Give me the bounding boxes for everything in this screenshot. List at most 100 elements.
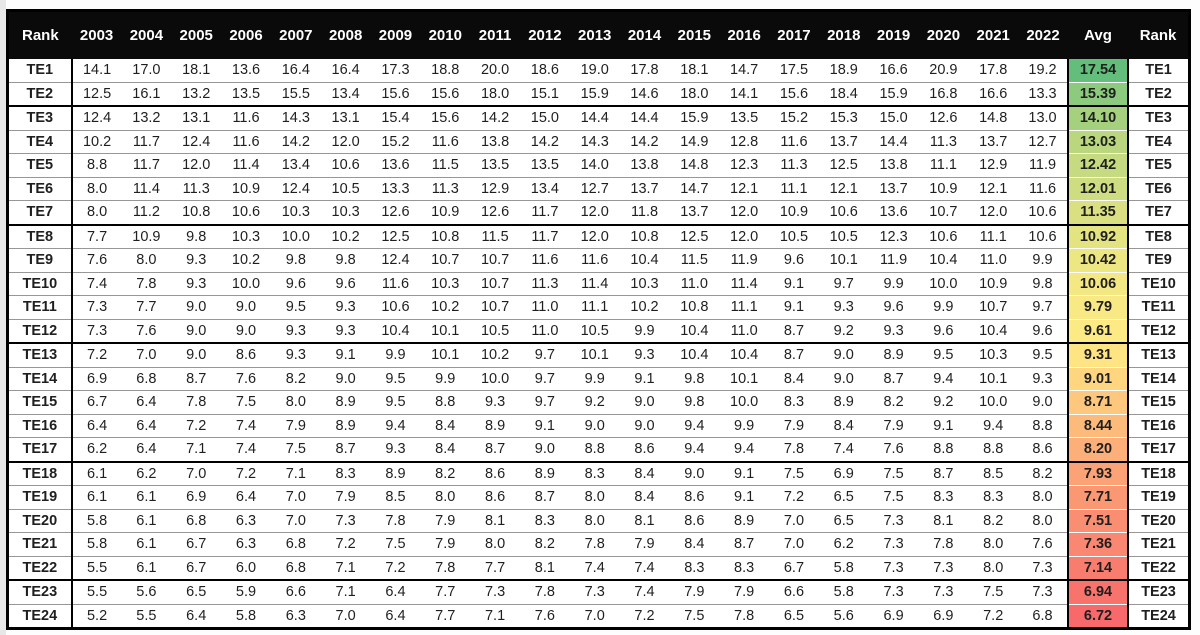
value-cell: 8.0 — [470, 532, 520, 556]
value-cell: 10.5 — [769, 223, 819, 249]
rank-label-left: TE14 — [7, 366, 73, 391]
value-cell: 6.4 — [71, 413, 122, 438]
value-cell: 15.3 — [818, 105, 869, 130]
header-year-2016: 2016 — [719, 10, 770, 59]
value-cell: 8.9 — [719, 508, 770, 533]
left-edge-strip — [0, 0, 6, 635]
value-cell: 10.2 — [320, 223, 371, 249]
value-cell: 14.4 — [619, 105, 670, 130]
value-cell: 6.8 — [171, 508, 222, 533]
value-cell: 7.3 — [918, 555, 969, 580]
header-year-2011: 2011 — [470, 10, 520, 59]
avg-cell: 9.31 — [1066, 342, 1130, 367]
value-cell: 11.8 — [619, 200, 670, 225]
value-cell: 12.1 — [968, 176, 1019, 201]
value-cell: 9.3 — [320, 318, 371, 343]
value-cell: 9.0 — [818, 342, 869, 367]
value-cell: 9.7 — [818, 271, 869, 296]
value-cell: 8.3 — [669, 555, 720, 580]
value-cell: 9.7 — [519, 390, 570, 414]
value-cell: 12.9 — [470, 176, 520, 201]
value-cell: 7.4 — [818, 437, 869, 462]
value-cell: 10.8 — [171, 200, 222, 225]
value-cell: 9.3 — [818, 295, 869, 319]
value-cell: 7.5 — [968, 579, 1019, 604]
header-year-2017: 2017 — [769, 10, 819, 59]
value-cell: 10.6 — [370, 295, 421, 319]
value-cell: 15.9 — [569, 81, 620, 106]
value-cell: 13.4 — [519, 176, 570, 201]
value-cell: 10.3 — [968, 342, 1019, 367]
value-cell: 7.2 — [171, 413, 222, 438]
value-cell: 8.2 — [968, 508, 1019, 533]
value-cell: 7.8 — [769, 437, 819, 462]
value-cell: 6.4 — [171, 603, 222, 629]
value-cell: 14.4 — [569, 105, 620, 130]
table-row: TE14 6.9 6.8 8.7 7.6 8.2 9.0 9.5 9.9 10.0 9.7 9.9 9.… — [7, 366, 1190, 391]
value-cell: 10.7 — [918, 200, 969, 225]
avg-cell: 8.71 — [1066, 390, 1130, 414]
value-cell: 11.1 — [719, 295, 770, 319]
value-cell: 15.1 — [519, 81, 570, 106]
value-cell: 9.3 — [270, 342, 321, 367]
avg-cell: 8.44 — [1066, 413, 1130, 438]
value-cell: 10.3 — [221, 223, 271, 249]
value-cell: 8.6 — [221, 342, 271, 367]
value-cell: 13.6 — [868, 200, 919, 225]
table-row: TE18 6.1 6.2 7.0 7.2 7.1 8.3 8.9 8.2 8.6 8.9 8.3 8.4… — [7, 460, 1190, 486]
value-cell: 7.7 — [121, 295, 172, 319]
value-cell: 18.6 — [519, 59, 570, 82]
value-cell: 12.5 — [370, 223, 421, 249]
value-cell: 9.0 — [569, 413, 620, 438]
value-cell: 16.6 — [868, 59, 919, 82]
table-row: TE22 5.5 6.1 6.7 6.0 6.8 7.1 7.2 7.8 7.7 8.1 7.4 7.4… — [7, 555, 1190, 580]
value-cell: 9.2 — [818, 318, 869, 343]
value-cell: 7.9 — [320, 485, 371, 509]
value-cell: 9.0 — [1018, 390, 1068, 414]
value-cell: 8.9 — [320, 413, 371, 438]
value-cell: 12.7 — [569, 176, 620, 201]
value-cell: 16.6 — [968, 81, 1019, 106]
value-cell: 12.6 — [370, 200, 421, 225]
value-cell: 6.2 — [121, 460, 172, 486]
value-cell: 18.1 — [669, 59, 720, 82]
header-year-2019: 2019 — [868, 10, 919, 59]
value-cell: 6.7 — [171, 555, 222, 580]
value-cell: 7.2 — [71, 342, 122, 367]
value-cell: 10.2 — [470, 342, 520, 367]
value-cell: 6.8 — [121, 366, 172, 391]
value-cell: 6.5 — [171, 579, 222, 604]
value-cell: 7.1 — [320, 579, 371, 604]
value-cell: 10.7 — [420, 248, 471, 272]
table-row: TE9 7.6 8.0 9.3 10.2 9.8 9.8 12.4 10.7 10.7 11.6 11… — [7, 248, 1190, 272]
value-cell: 15.6 — [420, 81, 471, 106]
header-year-2014: 2014 — [619, 10, 670, 59]
avg-cell: 7.36 — [1066, 532, 1130, 556]
value-cell: 18.4 — [818, 81, 869, 106]
value-cell: 12.3 — [868, 223, 919, 249]
value-cell: 10.9 — [968, 271, 1019, 296]
value-cell: 11.4 — [569, 271, 620, 296]
value-cell: 20.9 — [918, 59, 969, 82]
value-cell: 7.8 — [519, 579, 570, 604]
value-cell: 9.3 — [320, 295, 371, 319]
value-cell: 7.3 — [71, 295, 122, 319]
value-cell: 11.5 — [470, 223, 520, 249]
value-cell: 8.0 — [569, 485, 620, 509]
value-cell: 8.6 — [470, 485, 520, 509]
value-cell: 7.8 — [569, 532, 620, 556]
value-cell: 8.7 — [719, 532, 770, 556]
value-cell: 8.3 — [320, 460, 371, 486]
value-cell: 18.8 — [420, 59, 471, 82]
value-cell: 7.3 — [918, 579, 969, 604]
value-cell: 9.4 — [669, 413, 720, 438]
value-cell: 8.1 — [470, 508, 520, 533]
value-cell: 13.3 — [370, 176, 421, 201]
value-cell: 7.3 — [868, 579, 919, 604]
value-cell: 7.4 — [221, 437, 271, 462]
header-year-2004: 2004 — [121, 10, 172, 59]
value-cell: 9.7 — [519, 366, 570, 391]
value-cell: 10.1 — [420, 318, 471, 343]
value-cell: 6.4 — [221, 485, 271, 509]
avg-cell: 9.79 — [1066, 295, 1130, 319]
